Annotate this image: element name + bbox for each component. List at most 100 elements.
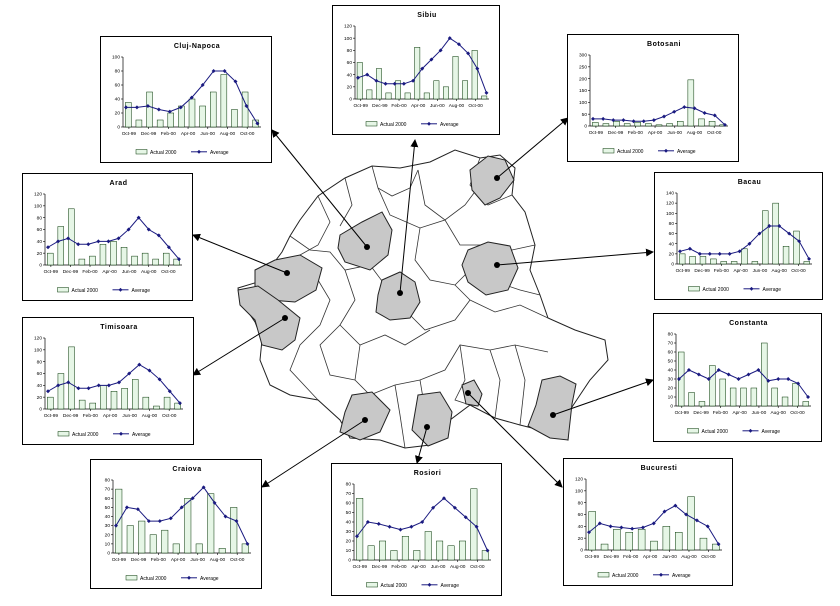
bar-actual-2000 (650, 540, 658, 551)
bar-actual-2000 (152, 258, 159, 266)
bar-actual-2000 (793, 230, 800, 265)
point-average (611, 118, 616, 123)
point-average (587, 530, 591, 535)
point-average (706, 377, 711, 381)
x-tick-label: Oct-99 (353, 564, 368, 570)
legend-swatch-actual (602, 148, 615, 154)
county-ilfov (461, 379, 483, 407)
bar-actual-2000 (423, 92, 430, 100)
x-tick-label: Jun-00 (122, 413, 137, 419)
point-average (438, 48, 443, 53)
bar-actual-2000 (481, 550, 489, 561)
legend-swatch-actual (135, 149, 148, 155)
y-tick-label: 20 (115, 111, 121, 117)
legend-label-actual: Actual 2000 (140, 576, 167, 582)
county-bacau (461, 241, 519, 296)
point-average (376, 521, 381, 526)
legend-label-average: Average (762, 429, 781, 435)
x-tick-label: Feb-00 (161, 131, 177, 137)
legend-marker-average (427, 582, 432, 587)
point-average (485, 548, 490, 553)
bar-actual-2000 (687, 496, 695, 551)
y-tick-label: 40 (37, 239, 43, 245)
bar-actual-2000 (772, 202, 779, 265)
bar-actual-2000 (153, 405, 160, 410)
legend-label-average: Average (200, 576, 219, 582)
arrow-to-bucuresti (467, 392, 563, 488)
x-tick-label: Jun-00 (190, 557, 205, 563)
legend-swatch-actual (57, 287, 69, 293)
bar-actual-2000 (481, 95, 488, 100)
bar-actual-2000 (698, 401, 706, 407)
y-tick-label: 70 (668, 341, 674, 347)
arrow-to-rosiori (415, 426, 428, 464)
x-tick-label: Oct-00 (791, 268, 806, 274)
bar-actual-2000 (131, 255, 138, 266)
point-average (484, 90, 489, 95)
legend-label-average: Average (132, 432, 151, 438)
bar-actual-2000 (120, 247, 128, 266)
y-tick-label: 80 (105, 478, 111, 484)
bar-actual-2000 (761, 342, 768, 407)
point-average (106, 383, 111, 388)
y-tick-label: 60 (115, 83, 121, 89)
county-timis (237, 285, 301, 351)
bar-actual-2000 (366, 89, 373, 100)
bar-actual-2000 (729, 387, 737, 407)
bar-actual-2000 (174, 402, 181, 410)
arrow-to-cluj-napoca (271, 129, 368, 248)
point-average (201, 485, 206, 490)
x-tick-label: Dec-99 (608, 130, 624, 136)
legend-label-actual: Actual 2000 (381, 583, 408, 589)
y-tick-label: 0 (39, 263, 42, 269)
bar-actual-2000 (125, 102, 132, 128)
x-tick-label: Apr-00 (733, 268, 748, 274)
y-tick-label: 100 (666, 211, 674, 217)
bar-actual-2000 (459, 540, 466, 561)
y-tick-label: 10 (346, 548, 352, 554)
bar-actual-2000 (47, 396, 54, 410)
bar-actual-2000 (613, 529, 621, 551)
line-average (115, 486, 248, 545)
y-tick-label: 20 (668, 386, 674, 392)
legend-marker-average (197, 149, 201, 154)
bar-actual-2000 (781, 396, 789, 407)
y-tick-label: 120 (34, 192, 42, 198)
x-tick-label: Jun-00 (200, 131, 215, 137)
bar-actual-2000 (447, 545, 455, 561)
x-tick-label: Feb-00 (623, 554, 639, 560)
bar-actual-2000 (110, 241, 117, 266)
y-tick-label: 70 (105, 487, 111, 493)
bar-actual-2000 (99, 244, 107, 266)
legend-label-average: Average (672, 573, 691, 579)
point-average (747, 241, 752, 246)
x-tick-label: Oct-00 (240, 131, 255, 137)
bar-actual-2000 (167, 112, 174, 128)
x-tick-label: Dec-99 (694, 268, 710, 274)
point-average (401, 81, 406, 86)
point-average (702, 111, 707, 115)
bar-actual-2000 (78, 399, 86, 410)
y-tick-label: 100 (34, 203, 42, 209)
bar-actual-2000 (110, 391, 118, 410)
y-tick-label: 20 (37, 251, 43, 257)
y-tick-label: 0 (349, 97, 352, 103)
y-tick-label: 40 (37, 383, 43, 389)
x-tick-label: Jun-00 (122, 269, 137, 275)
point-average (621, 118, 626, 123)
chart-title: Arad (110, 180, 128, 187)
x-tick-label: Aug-00 (142, 413, 158, 419)
bar-actual-2000 (730, 261, 738, 265)
x-tick-label: Oct-00 (707, 130, 722, 136)
y-tick-label: 40 (105, 514, 111, 520)
bar-actual-2000 (379, 540, 386, 561)
chart-panel-arad: Arad 0 20 40 60 80 100 120 Oct-99 Dec-99 Feb-00 Apr… (22, 173, 193, 301)
legend-marker-average (119, 431, 123, 436)
legend-label-actual: Actual 2000 (150, 150, 177, 156)
bar-actual-2000 (698, 118, 705, 127)
y-tick-label: 80 (37, 215, 43, 221)
legend-label-average: Average (763, 287, 782, 293)
point-average (96, 239, 101, 244)
y-tick-label: 60 (105, 496, 111, 502)
